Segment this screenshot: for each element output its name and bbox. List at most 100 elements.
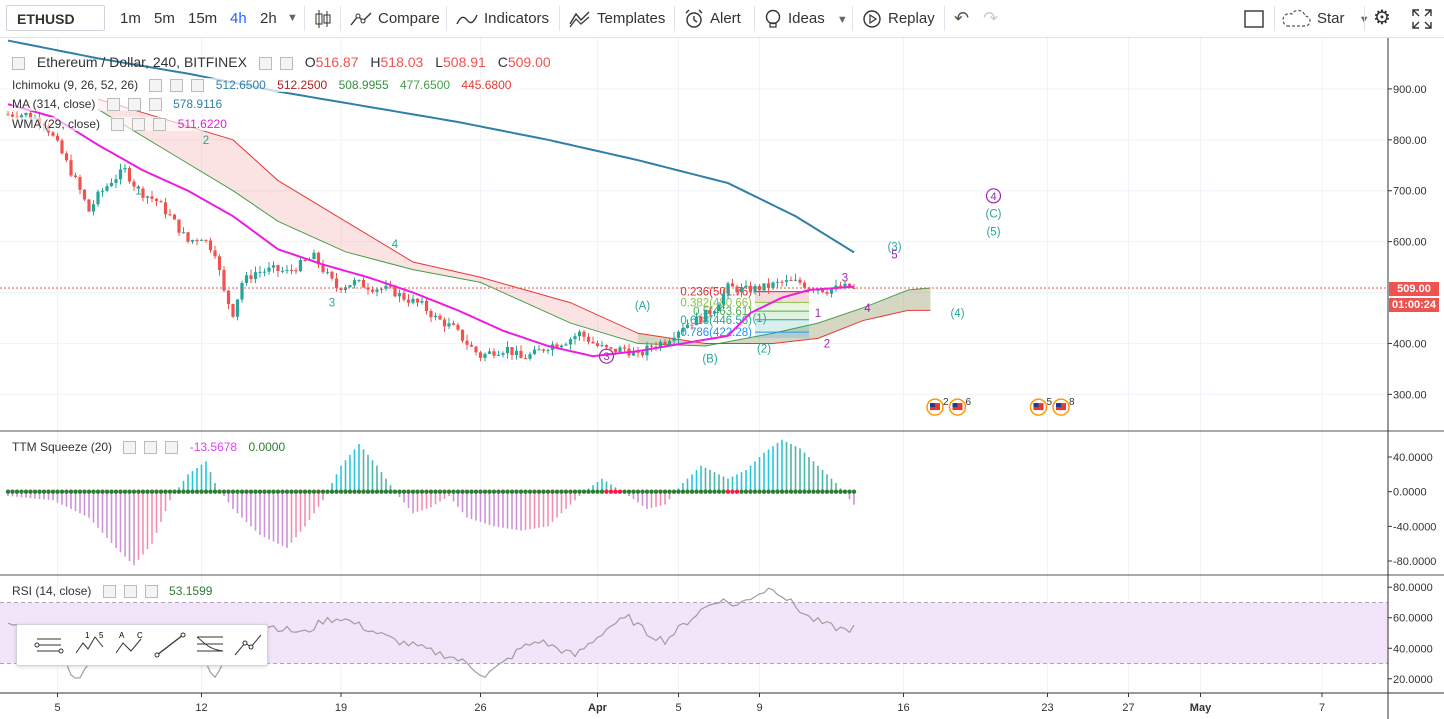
ttm-squeeze-dot (716, 489, 722, 494)
wave-label: (3) (887, 242, 901, 254)
ttm-squeeze-dot (235, 489, 240, 494)
ttm-legend[interactable]: TTM Squeeze (20) -13.5678 0.0000 (12, 440, 293, 455)
candle-body (231, 304, 235, 317)
wave-label: 4 (392, 239, 399, 251)
ma-close-icon[interactable] (148, 98, 162, 112)
fullscreen-layout-button[interactable] (1244, 0, 1264, 37)
interval-2h[interactable]: 2h (260, 10, 277, 27)
ttm-squeeze-dot (82, 489, 87, 494)
ttm-squeeze-dot (613, 489, 618, 494)
ichimoku-close-icon[interactable] (191, 79, 205, 93)
ideas-dropdown-icon[interactable]: ▼ (836, 14, 848, 26)
candle-body (163, 202, 168, 215)
price-axis[interactable]: 900.00 800.00 700.00 600.00 400.00 300.00 40.0… (1388, 84, 1436, 686)
time-tick-label: Apr (588, 702, 608, 714)
legend-settings-icon[interactable] (258, 56, 272, 70)
collapse-legend-icon[interactable] (12, 56, 25, 70)
symbol-search[interactable]: ETHUSD (6, 5, 105, 31)
ttm-squeeze-dot (185, 489, 191, 494)
replay-button[interactable]: Replay (862, 0, 935, 37)
candle-body (195, 240, 199, 242)
ichimoku-settings-icon[interactable] (170, 79, 184, 93)
fib-retracement-tool[interactable] (193, 629, 227, 661)
ttm-squeeze-dot (532, 489, 537, 494)
wma-legend[interactable]: WMA (29, close) 511.6220 (12, 117, 235, 132)
ttm-squeeze-dot (469, 489, 474, 494)
chart-area[interactable]: 0.236(501.76)0.382(480.66)0.5(463.61)0.6… (0, 38, 1444, 719)
fib-level-label: 0.382(480.66) (680, 297, 752, 309)
ma-visibility-icon[interactable] (106, 98, 120, 112)
candle-body (91, 204, 96, 212)
indicators-button[interactable]: Indicators (456, 0, 549, 37)
wma-visibility-icon[interactable] (111, 118, 125, 132)
path-tool[interactable] (231, 629, 265, 661)
alert-button[interactable]: Alert (684, 0, 741, 37)
candle-body (366, 287, 370, 290)
ttm-momentum-value: -13.5678 (189, 440, 238, 454)
high-value: 518.03 (380, 54, 424, 70)
interval-1m[interactable]: 1m (120, 10, 141, 27)
candle-body (123, 168, 127, 170)
wave-label: 3 (842, 272, 848, 284)
xabcd-pattern-tool[interactable] (33, 629, 67, 661)
candle-body (532, 349, 537, 355)
candle-body (793, 279, 798, 281)
time-axis[interactable]: 5 12 19 26 Apr 5 9 16 23 27 May 7 (54, 693, 1325, 714)
fullscreen-icon[interactable] (1411, 0, 1433, 37)
wave-label: 3 (329, 298, 335, 310)
rsi-settings-icon[interactable] (123, 585, 137, 599)
redo-icon[interactable]: ↷ (983, 8, 999, 28)
ttm-squeeze-dot (802, 489, 807, 494)
time-tick-label: 23 (1041, 702, 1053, 714)
last-price-badge: 509.00 (1389, 282, 1439, 296)
candle-body (573, 336, 577, 340)
wma-settings-icon[interactable] (132, 118, 146, 132)
ttm-squeeze-dot (77, 489, 83, 494)
candle-body (469, 344, 474, 347)
candle-body (10, 114, 15, 117)
interval-5m[interactable]: 5m (154, 10, 175, 27)
fibonacci-retracement[interactable]: 0.236(501.76)0.382(480.66)0.5(463.61)0.6… (680, 287, 809, 339)
ttm-squeeze-dot (473, 489, 479, 494)
chart-style-button[interactable] (314, 0, 338, 37)
candle-body (609, 347, 613, 349)
ichimoku-visibility-icon[interactable] (149, 79, 163, 93)
settings-gear-icon[interactable]: ⚙ (1373, 7, 1391, 29)
svg-text:C: C (137, 631, 143, 640)
time-tick-label: 16 (897, 702, 909, 714)
candle-body (613, 348, 618, 353)
ttm-close-icon[interactable] (165, 441, 179, 455)
ttm-visibility-icon[interactable] (123, 441, 137, 455)
ttm-squeeze-dot (14, 489, 20, 494)
candle-body (321, 264, 325, 273)
ichimoku-legend[interactable]: Ichimoku (9, 26, 52, 26) 512.6500 512.25… (12, 78, 520, 93)
ttm-squeeze-dot (586, 489, 591, 494)
ttm-squeeze-dot (770, 489, 776, 494)
wma-close-icon[interactable] (153, 118, 167, 132)
candle-body (168, 214, 172, 216)
ttm-squeeze-dot (806, 489, 812, 494)
templates-button[interactable]: Templates (569, 0, 665, 37)
rsi-visibility-icon[interactable] (102, 585, 116, 599)
undo-icon[interactable]: ↶ (954, 8, 970, 28)
ma-legend[interactable]: MA (314, close) 578.9116 (12, 97, 231, 112)
interval-dropdown-icon[interactable]: ▼ (287, 12, 298, 24)
ideas-button[interactable]: Ideas ▼ (764, 0, 848, 37)
interval-15m[interactable]: 15m (188, 10, 218, 27)
trend-line-tool[interactable] (153, 629, 187, 661)
interval-4h[interactable]: 4h (230, 10, 247, 27)
ttm-squeeze-dot (208, 489, 213, 494)
ichimoku-cloud (97, 98, 931, 347)
legend-hide-icon[interactable] (279, 56, 293, 70)
rsi-legend[interactable]: RSI (14, close) 53.1599 (12, 584, 220, 599)
ttm-squeeze-dot (784, 489, 789, 494)
star-layout-button[interactable]: Star ▼ (1281, 0, 1370, 37)
candle-body (348, 285, 352, 288)
ttm-settings-icon[interactable] (144, 441, 158, 455)
compare-button[interactable]: Compare (350, 0, 440, 37)
rsi-close-icon[interactable] (144, 585, 158, 599)
time-tick-label: 5 (54, 702, 60, 714)
ma-settings-icon[interactable] (127, 98, 141, 112)
